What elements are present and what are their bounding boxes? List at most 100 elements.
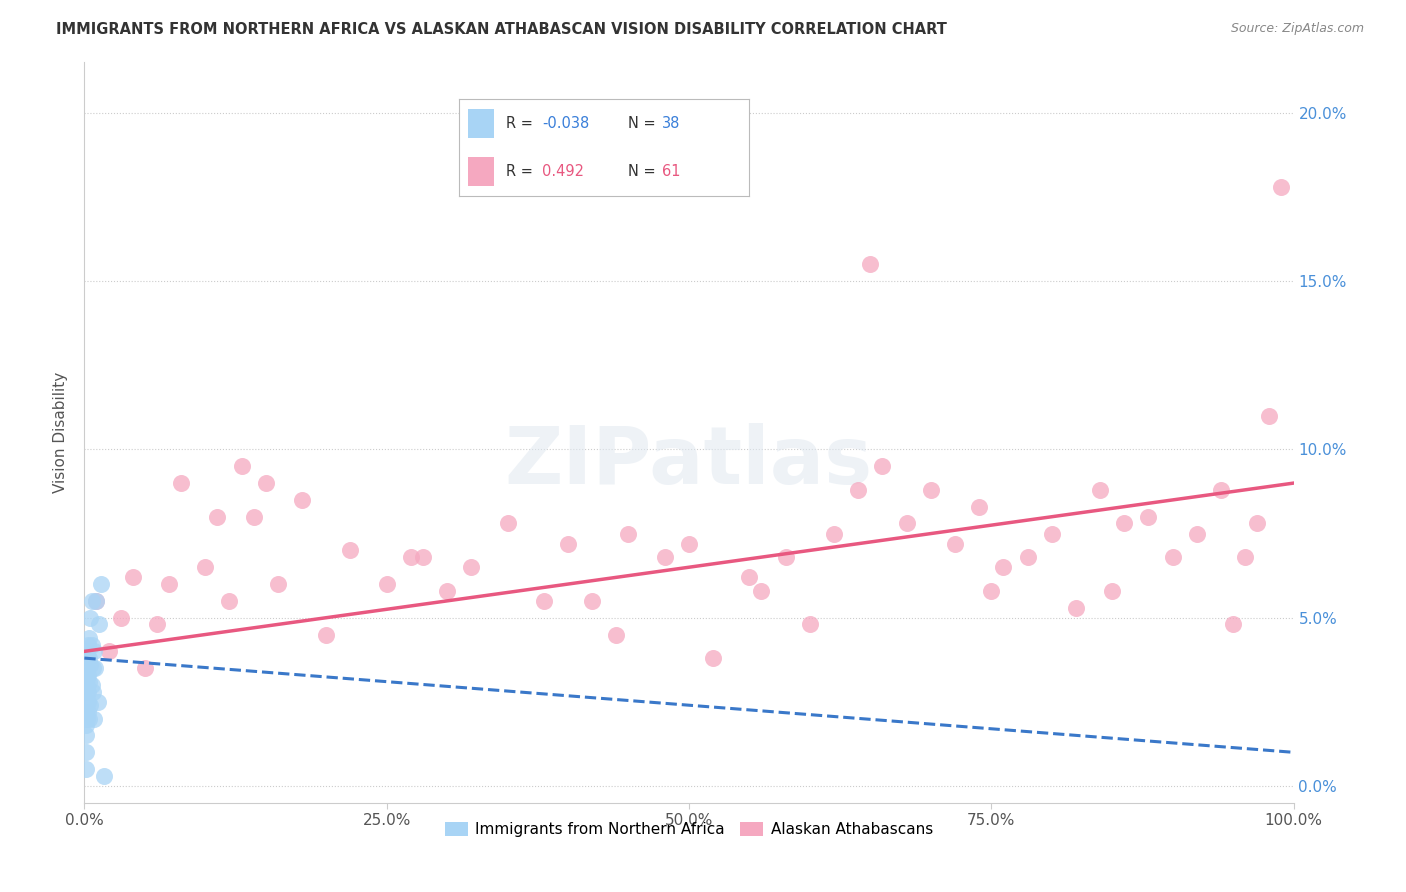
Point [77,695,100,709]
Point [375,577,398,591]
Point [460,560,482,574]
Point [1101,583,1123,598]
Point [77,651,100,665]
Point [75,729,97,743]
Point [339,543,361,558]
Point [1185,526,1208,541]
Point [399,550,422,565]
Point [242,509,264,524]
Point [76,712,98,726]
Point [267,577,290,591]
Point [993,560,1015,574]
Point [254,476,277,491]
Point [77,638,100,652]
Point [218,594,240,608]
Point [1270,180,1292,194]
Point [110,610,132,624]
Point [1234,550,1257,565]
Point [496,516,519,531]
Point [82,661,104,675]
Point [231,459,253,474]
Point [605,627,627,641]
Point [1017,550,1039,565]
Point [76,695,98,709]
Point [896,516,918,531]
Text: Source: ZipAtlas.com: Source: ZipAtlas.com [1230,22,1364,36]
Point [76,671,98,685]
Point [79,657,101,672]
Point [77,651,100,665]
Point [77,685,100,699]
Point [80,678,103,692]
Point [77,674,100,689]
Point [846,483,869,497]
Point [799,617,821,632]
Point [80,594,103,608]
Point [291,492,314,507]
Point [980,583,1002,598]
Point [1161,550,1184,565]
Point [121,570,143,584]
Point [75,718,97,732]
Point [207,509,229,524]
Point [80,638,103,652]
Point [77,712,100,726]
Point [134,661,156,675]
Point [315,627,337,641]
Point [83,712,105,726]
Point [146,617,169,632]
Point [87,617,110,632]
Point [751,583,773,598]
Text: IMMIGRANTS FROM NORTHERN AFRICA VS ALASKAN ATHABASCAN VISION DISABILITY CORRELAT: IMMIGRANTS FROM NORTHERN AFRICA VS ALASK… [56,22,948,37]
Point [1246,516,1268,531]
Point [97,644,120,658]
Point [86,594,108,608]
Point [775,550,797,565]
Point [654,550,676,565]
Point [77,631,100,645]
Point [75,745,97,759]
Point [859,257,882,271]
Point [436,583,458,598]
Point [170,476,193,491]
Point [76,661,98,675]
Point [79,610,101,624]
Point [1222,617,1244,632]
Point [83,644,105,658]
Point [617,526,640,541]
Point [702,651,724,665]
Point [581,594,603,608]
Point [412,550,434,565]
Point [557,536,579,550]
Point [82,685,104,699]
Point [90,577,112,591]
Point [738,570,761,584]
Point [1088,483,1111,497]
Point [194,560,217,574]
Point [533,594,555,608]
Point [823,526,845,541]
Point [1064,600,1087,615]
Point [76,678,98,692]
Y-axis label: Vision Disability: Vision Disability [53,372,69,493]
Legend: Immigrants from Northern Africa, Alaskan Athabascans: Immigrants from Northern Africa, Alaskan… [439,816,939,843]
Point [79,698,101,713]
Point [1258,409,1281,423]
Point [93,769,115,783]
Point [84,661,107,675]
Point [86,695,108,709]
Point [920,483,942,497]
Point [967,500,990,514]
Point [872,459,894,474]
Point [1114,516,1136,531]
Point [678,536,700,550]
Text: ZIPatlas: ZIPatlas [505,423,873,501]
Point [75,762,97,776]
Point [76,685,98,699]
Point [75,705,97,719]
Point [77,668,100,682]
Point [86,594,108,608]
Point [77,705,100,719]
Point [1209,483,1232,497]
Point [1040,526,1063,541]
